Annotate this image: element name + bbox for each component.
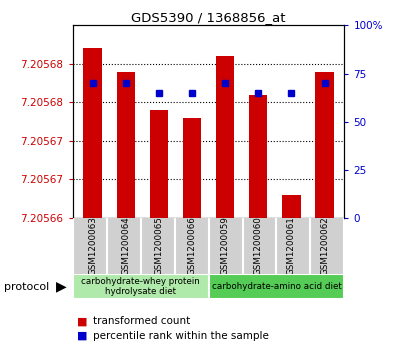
Bar — [73, 274, 209, 299]
Text: percentile rank within the sample: percentile rank within the sample — [93, 331, 269, 341]
Text: GSM1200062: GSM1200062 — [320, 217, 329, 275]
Text: GSM1200060: GSM1200060 — [254, 216, 263, 276]
Text: GSM1200061: GSM1200061 — [287, 217, 296, 275]
Bar — [216, 56, 234, 218]
Title: GDS5390 / 1368856_at: GDS5390 / 1368856_at — [131, 11, 286, 24]
Text: GSM1200063: GSM1200063 — [88, 216, 97, 276]
Text: GSM1200059: GSM1200059 — [221, 216, 229, 276]
Text: ▶: ▶ — [56, 280, 67, 294]
Bar — [249, 95, 267, 218]
Bar — [150, 110, 168, 218]
Text: transformed count: transformed count — [93, 316, 190, 326]
Text: carbohydrate-amino acid diet: carbohydrate-amino acid diet — [212, 282, 342, 291]
Text: ■: ■ — [77, 316, 87, 326]
Bar — [83, 49, 102, 218]
Bar — [282, 195, 300, 218]
Text: GSM1200066: GSM1200066 — [188, 217, 196, 275]
Bar — [209, 274, 344, 299]
Text: protocol: protocol — [4, 282, 49, 292]
Text: GSM1200064: GSM1200064 — [121, 217, 130, 275]
Text: GSM1200065: GSM1200065 — [154, 216, 164, 276]
Bar — [117, 72, 135, 218]
Bar — [315, 72, 334, 218]
Text: carbohydrate-whey protein
hydrolysate diet: carbohydrate-whey protein hydrolysate di… — [81, 277, 200, 297]
Text: ■: ■ — [77, 331, 87, 341]
Bar — [183, 118, 201, 218]
